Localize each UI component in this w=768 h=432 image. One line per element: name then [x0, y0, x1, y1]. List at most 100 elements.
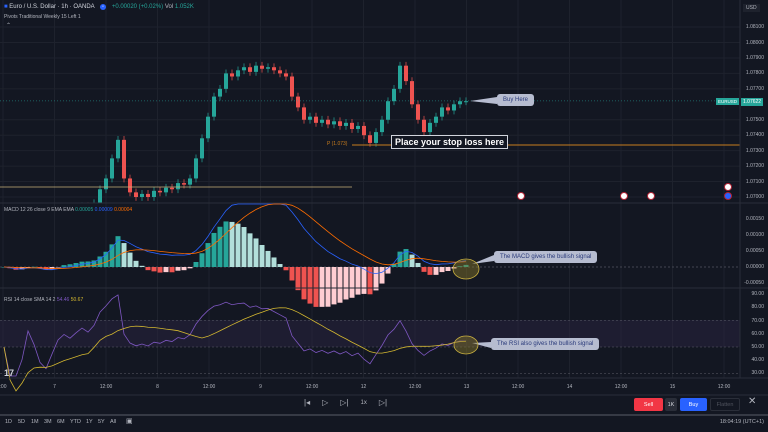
range-1d[interactable]: 1D	[5, 419, 13, 425]
time-tick: :00	[0, 384, 7, 390]
candle	[230, 73, 234, 77]
buy-button[interactable]: Buy	[680, 398, 707, 411]
time-tick: 12:00	[717, 384, 731, 390]
flatten-button[interactable]: Flatten	[710, 398, 740, 411]
sell-button[interactable]: Sell	[634, 398, 663, 411]
time-tick: 12:00	[305, 384, 319, 390]
buy-here-callout[interactable]: Buy Here	[497, 94, 535, 106]
axis-tick: -0.00050	[744, 280, 764, 286]
candle	[398, 65, 402, 89]
candle	[452, 104, 456, 111]
play-icon[interactable]: ▷	[322, 398, 329, 407]
candle	[308, 116, 312, 120]
time-tick: 7	[53, 384, 56, 390]
candle	[404, 65, 408, 82]
time-tick: 12:00	[408, 384, 422, 390]
stop-loss-note[interactable]: Place your stop loss here	[391, 135, 509, 149]
rsi-callout[interactable]: The RSI also gives the bullish signal	[491, 338, 600, 350]
us-flag-icon[interactable]	[517, 192, 525, 200]
candle	[110, 158, 114, 179]
price-change: +0.00020 (+0.02%)	[111, 4, 164, 10]
range-1y[interactable]: 1Y	[86, 419, 93, 425]
time-tick: 12:00	[202, 384, 216, 390]
currency-select[interactable]: USD	[743, 4, 760, 12]
us-flag-icon[interactable]	[620, 192, 628, 200]
range-5y[interactable]: 5Y	[98, 419, 105, 425]
macd-histogram-bar	[433, 267, 439, 275]
range-6m[interactable]: 6M	[57, 419, 65, 425]
candle	[152, 190, 156, 197]
price-tick: 1.08100	[745, 24, 764, 31]
macd-histogram-bar	[55, 267, 61, 268]
candle	[332, 121, 336, 125]
rsi-ma-value: 50.67	[70, 297, 84, 303]
macd-histogram-bar	[13, 267, 19, 270]
calendar-icon[interactable]: ▣	[126, 418, 133, 425]
macd-histogram-bar	[343, 267, 349, 300]
eu-flag-icon[interactable]	[724, 192, 732, 200]
macd-histogram-bar	[199, 253, 205, 267]
replay-speed[interactable]: 1x	[360, 400, 367, 406]
candle	[266, 67, 270, 69]
macd-histogram-bar	[193, 261, 199, 267]
macd-histogram-bar	[409, 254, 415, 267]
candle	[374, 132, 378, 143]
close-icon[interactable]: ✕	[748, 396, 757, 407]
candle	[326, 119, 330, 125]
collapse-icon[interactable]: ⌃	[6, 23, 12, 29]
macd-histogram-bar	[325, 267, 331, 307]
axis-tick: 0.00000	[745, 264, 764, 270]
range-all[interactable]: All	[110, 419, 117, 425]
us-flag-icon[interactable]	[647, 192, 655, 200]
macd-histogram-bar	[301, 267, 307, 300]
macd-histogram-bar	[307, 267, 313, 304]
buy-callout-pointer	[470, 97, 497, 104]
price-tick: 1.07900	[745, 54, 764, 61]
candle	[350, 122, 354, 130]
jump-realtime-icon[interactable]: ▷|	[378, 398, 388, 407]
macd-histogram-bar	[445, 267, 451, 272]
axis-tick: 0.00150	[745, 216, 764, 222]
macd-legend[interactable]: MACD 12 26 close 9 EMA EMA 0.00005 0.000…	[4, 207, 132, 213]
candle	[368, 135, 372, 143]
step-forward-icon[interactable]: ▷|	[340, 398, 349, 407]
macd-callout[interactable]: The MACD gives the bullish signal	[494, 251, 598, 263]
quantity-field[interactable]: 1K	[665, 398, 677, 411]
range-1m[interactable]: 1M	[31, 419, 39, 425]
macd-histogram-bar	[217, 226, 223, 267]
candle	[104, 178, 108, 190]
pivots-legend[interactable]: Pivots Traditional Weekly 15 Left 1	[4, 14, 81, 20]
rsi-pane	[0, 294, 740, 392]
macd-histogram-bar	[109, 244, 115, 267]
rsi-legend[interactable]: RSI 14 close SMA 14 2 54.46 50.67	[4, 297, 83, 303]
rsi-value: 54.46	[56, 297, 70, 303]
range-ytd[interactable]: YTD	[70, 419, 81, 425]
tradingview-logo[interactable]: 17	[4, 368, 15, 378]
time-tick: 12:00	[614, 384, 628, 390]
candle	[284, 73, 288, 77]
price-tick: 1.07100	[745, 178, 764, 185]
jump-start-icon[interactable]: |◂	[304, 398, 311, 407]
macd-histogram-bar	[361, 267, 367, 294]
macd-pane	[0, 203, 740, 307]
us-flag-icon[interactable]	[724, 183, 732, 191]
symbol-title[interactable]: Euro / U.S. Dollar · 1h · OANDA	[9, 4, 95, 10]
candle	[314, 116, 318, 123]
candle	[428, 122, 432, 133]
current-price-tag: 1.07622	[741, 98, 764, 106]
axis-tick: 60.00	[751, 330, 764, 337]
clock[interactable]: 18:04:19 (UTC+1)	[719, 419, 764, 425]
pivot-label: P (1.073)	[327, 141, 348, 147]
range-5d[interactable]: 5D	[18, 419, 26, 425]
price-tick: 1.07500	[745, 116, 764, 123]
candle	[212, 96, 216, 117]
range-3m[interactable]: 3M	[44, 419, 52, 425]
macd-histogram-bar	[67, 264, 73, 267]
macd-histogram-bar	[61, 265, 67, 267]
macd-histogram-bar	[181, 267, 187, 271]
event-flags	[517, 183, 732, 200]
candle	[422, 119, 426, 133]
axis-tick: 0.00050	[745, 248, 764, 254]
candle	[176, 183, 180, 190]
